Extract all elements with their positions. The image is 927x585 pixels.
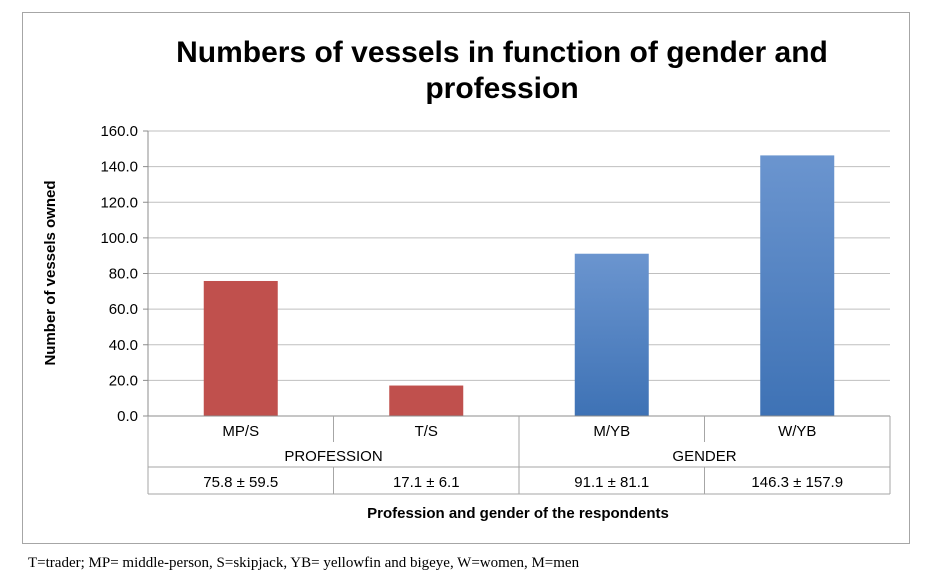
y-tick-label: 20.0 [109,372,138,389]
y-tick-label: 0.0 [117,408,138,425]
y-tick-label: 60.0 [109,301,138,318]
table-cell-value: 17.1 ± 6.1 [393,474,460,491]
group-label: GENDER [672,448,736,465]
y-tick-label: 100.0 [100,230,138,247]
category-label: W/YB [778,423,816,440]
category-label: T/S [415,423,438,440]
group-label: PROFESSION [284,448,382,465]
chart-svg: Numbers of vessels in function of gender… [42,36,891,522]
y-tick-label: 40.0 [109,337,138,354]
y-tick-labels: 0.0 20.0 40.0 60.0 80.0 100.0 120.0 140.0 160.0 [100,123,138,425]
category-label: MP/S [222,423,259,440]
y-axis-label: Number of vessels owned [42,180,59,365]
y-tick-label: 120.0 [100,194,138,211]
bars [203,155,835,416]
y-tick-label: 160.0 [100,123,138,140]
table-cell-value: 91.1 ± 81.1 [574,474,649,491]
bar-t-s [389,385,464,416]
y-tick-label: 140.0 [100,159,138,176]
bar-mp-s [203,280,278,416]
table-cell-value: 146.3 ± 157.9 [751,474,843,491]
figure-caption: T=trader; MP= middle-person, S=skipjack,… [28,555,580,571]
table-cell-value: 75.8 ± 59.5 [203,474,278,491]
category-table: MP/S 75.8 ± 59.5 T/S 17.1 ± 6.1 M/YB 91.1 ± 8… [147,415,891,495]
bar-w-yb [760,155,835,416]
chart-title-line-2: profession [425,72,578,105]
bar-m-yb [574,253,649,416]
chart-frame: Numbers of vessels in function of gender… [22,12,910,544]
y-tick-label: 80.0 [109,266,138,283]
category-label: M/YB [593,423,630,440]
chart-title-line-1: Numbers of vessels in function of gender… [176,36,828,69]
x-axis-label: Profession and gender of the respondents [367,505,669,522]
